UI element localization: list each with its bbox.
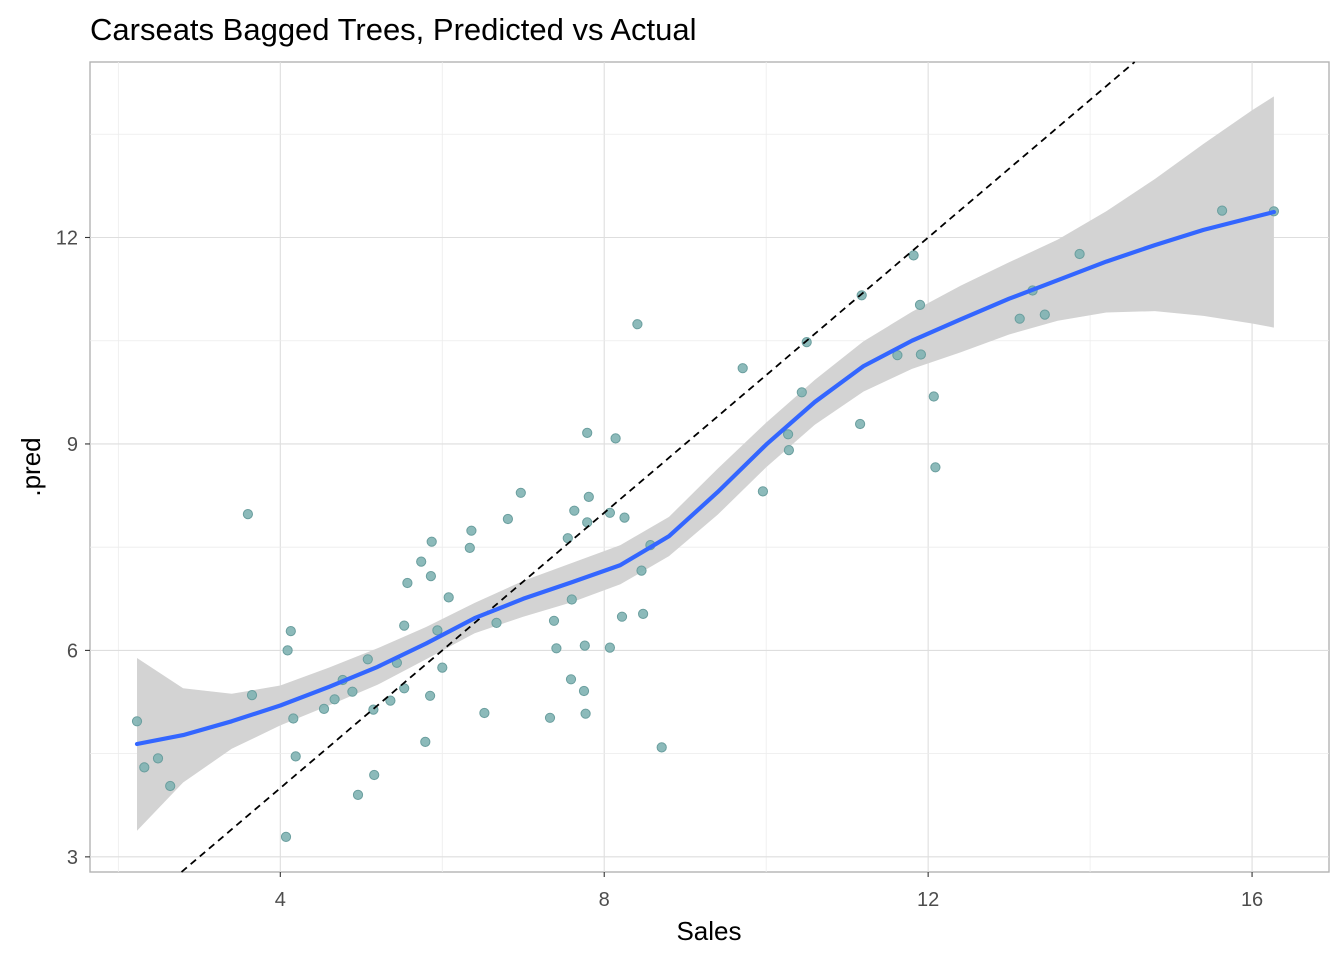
data-point bbox=[610, 433, 621, 444]
data-point bbox=[443, 592, 454, 603]
data-point bbox=[565, 674, 577, 685]
x-tick-label: 16 bbox=[1241, 889, 1263, 911]
data-point bbox=[280, 831, 292, 843]
data-point bbox=[632, 319, 643, 330]
data-point bbox=[582, 517, 593, 528]
data-point bbox=[914, 299, 926, 310]
data-point bbox=[515, 487, 526, 498]
data-point bbox=[282, 645, 293, 656]
data-point bbox=[783, 429, 794, 440]
data-point bbox=[579, 640, 590, 651]
data-point bbox=[548, 615, 560, 626]
data-point bbox=[152, 753, 164, 764]
data-point bbox=[619, 512, 630, 523]
x-tick-label: 8 bbox=[599, 889, 610, 911]
x-axis-title: Sales bbox=[676, 916, 741, 946]
data-point bbox=[915, 349, 927, 360]
data-point bbox=[1014, 313, 1025, 324]
data-point bbox=[544, 712, 556, 723]
data-point bbox=[569, 505, 580, 516]
data-point bbox=[638, 608, 649, 620]
data-point bbox=[930, 462, 941, 473]
smooth-line bbox=[134, 209, 1276, 747]
data-point bbox=[329, 694, 340, 705]
data-point bbox=[783, 445, 795, 456]
data-point bbox=[928, 391, 939, 402]
x-axis-ticks: 4 8 12 16 bbox=[275, 872, 1263, 911]
data-point bbox=[369, 769, 380, 781]
data-point bbox=[399, 620, 410, 631]
data-point bbox=[425, 690, 436, 701]
data-point bbox=[352, 789, 364, 801]
data-point bbox=[131, 716, 143, 727]
x-tick-label: 12 bbox=[917, 889, 939, 911]
x-tick-label: 4 bbox=[275, 889, 286, 911]
y-tick-label: 3 bbox=[67, 847, 78, 869]
data-points bbox=[131, 205, 1280, 843]
chart-title: Carseats Bagged Trees, Predicted vs Actu… bbox=[90, 12, 697, 47]
data-point bbox=[425, 571, 436, 582]
data-point bbox=[908, 250, 919, 261]
data-point bbox=[385, 695, 396, 706]
y-tick-label: 9 bbox=[67, 434, 78, 456]
data-point bbox=[246, 690, 258, 701]
data-point bbox=[165, 780, 176, 792]
data-point bbox=[656, 742, 667, 753]
data-point bbox=[466, 525, 477, 536]
grid-lines bbox=[90, 62, 1329, 872]
data-point bbox=[582, 427, 593, 438]
data-point bbox=[285, 626, 296, 637]
data-point bbox=[801, 337, 812, 348]
data-point bbox=[616, 611, 628, 622]
data-point bbox=[464, 542, 475, 554]
data-point bbox=[580, 708, 591, 719]
data-point bbox=[796, 387, 807, 398]
y-axis-ticks: 3 6 9 12 bbox=[56, 227, 90, 869]
data-point bbox=[604, 642, 616, 653]
y-tick-label: 6 bbox=[67, 640, 78, 662]
data-point bbox=[583, 491, 594, 502]
identity-line bbox=[180, 61, 1136, 873]
data-point bbox=[402, 577, 413, 589]
data-point bbox=[479, 707, 490, 719]
data-point bbox=[578, 685, 590, 697]
data-point bbox=[318, 703, 330, 715]
data-point bbox=[1217, 205, 1228, 216]
data-point bbox=[362, 654, 373, 665]
data-point bbox=[1039, 309, 1050, 320]
data-point bbox=[491, 617, 502, 629]
identity-line-layer bbox=[180, 61, 1136, 873]
y-tick-label: 12 bbox=[56, 227, 78, 249]
data-point bbox=[139, 762, 150, 773]
data-point bbox=[856, 290, 867, 301]
y-axis-title: .pred bbox=[16, 437, 46, 496]
data-point bbox=[420, 736, 431, 748]
data-point bbox=[432, 625, 443, 636]
data-point bbox=[757, 486, 769, 497]
data-point bbox=[636, 565, 647, 576]
data-point bbox=[551, 643, 562, 654]
data-point bbox=[290, 751, 301, 762]
data-point bbox=[416, 556, 427, 567]
data-point bbox=[426, 536, 437, 547]
smooth-line-layer bbox=[134, 209, 1276, 747]
data-point bbox=[855, 418, 866, 430]
data-point bbox=[242, 508, 253, 520]
data-point bbox=[347, 686, 358, 697]
data-point bbox=[737, 363, 748, 374]
data-point bbox=[288, 713, 299, 724]
data-point bbox=[502, 513, 513, 525]
plot-panel bbox=[89, 61, 1330, 873]
data-point bbox=[437, 662, 448, 673]
data-point bbox=[566, 594, 577, 605]
data-point bbox=[1074, 248, 1085, 260]
